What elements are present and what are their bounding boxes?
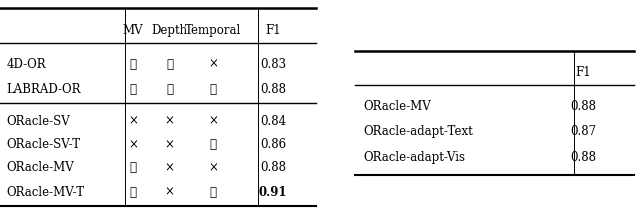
Text: 0.87: 0.87 [570, 125, 596, 138]
Text: ORacle-MV-T: ORacle-MV-T [6, 186, 84, 199]
Text: ORacle-SV-T: ORacle-SV-T [6, 138, 81, 151]
Text: ✓: ✓ [130, 83, 136, 96]
Text: ×: × [164, 186, 175, 199]
Text: Depth: Depth [152, 24, 188, 37]
Text: ORacle-MV: ORacle-MV [364, 100, 431, 113]
Text: 0.86: 0.86 [260, 138, 286, 151]
Text: LABRAD-OR: LABRAD-OR [6, 83, 81, 96]
Text: 0.88: 0.88 [260, 83, 286, 96]
Text: ORacle-MV: ORacle-MV [6, 161, 74, 174]
Text: ×: × [128, 138, 138, 151]
Text: 0.91: 0.91 [259, 186, 287, 199]
Text: 0.88: 0.88 [570, 151, 596, 164]
Text: 0.88: 0.88 [570, 100, 596, 113]
Text: ×: × [128, 115, 138, 128]
Text: ✓: ✓ [166, 58, 173, 71]
Text: ×: × [208, 161, 218, 174]
Text: ✓: ✓ [130, 186, 136, 199]
Text: ×: × [208, 115, 218, 128]
Text: ✓: ✓ [130, 58, 136, 71]
Text: ✓: ✓ [130, 161, 136, 174]
Text: ×: × [164, 161, 175, 174]
Text: 0.88: 0.88 [260, 161, 286, 174]
Text: ORacle-adapt-Vis: ORacle-adapt-Vis [364, 151, 466, 164]
Text: ✓: ✓ [209, 83, 216, 96]
Text: F1: F1 [575, 66, 591, 79]
Text: ORacle-adapt-Text: ORacle-adapt-Text [364, 125, 474, 138]
Text: ORacle-SV: ORacle-SV [6, 115, 70, 128]
Text: F1: F1 [265, 24, 281, 37]
Text: ✓: ✓ [166, 83, 173, 96]
Text: 0.83: 0.83 [260, 58, 286, 71]
Text: ×: × [164, 138, 175, 151]
Text: ×: × [208, 58, 218, 71]
Text: 0.84: 0.84 [260, 115, 286, 128]
Text: MV: MV [123, 24, 143, 37]
Text: 4D-OR: 4D-OR [6, 58, 46, 71]
Text: ✓: ✓ [209, 138, 216, 151]
Text: ×: × [164, 115, 175, 128]
Text: ✓: ✓ [209, 186, 216, 199]
Text: Temporal: Temporal [185, 24, 241, 37]
